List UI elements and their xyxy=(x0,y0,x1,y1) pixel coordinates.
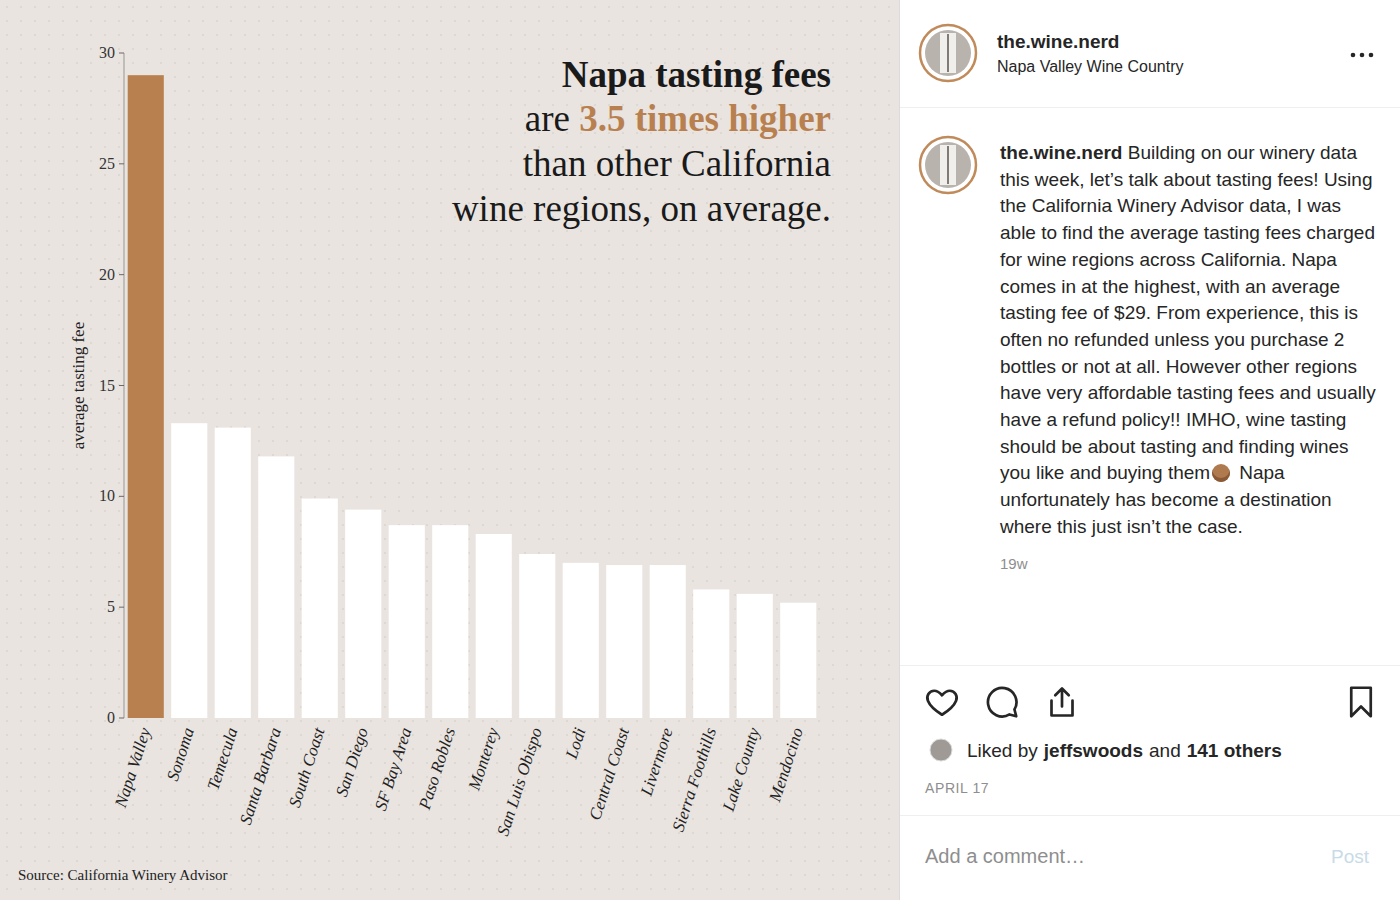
y-tick-label: 15 xyxy=(99,377,115,394)
x-tick-label: San Diego xyxy=(332,725,372,799)
comment-input[interactable]: Add a comment… xyxy=(925,845,1085,867)
subtitle-part: are xyxy=(525,98,579,139)
bar xyxy=(476,534,512,718)
more-dot[interactable] xyxy=(1369,53,1374,58)
more-dot[interactable] xyxy=(1360,53,1365,58)
post-panel: the.wine.nerd Napa Valley Wine Country Lik… xyxy=(899,0,1400,900)
comment-icon-path xyxy=(988,688,1017,717)
bar xyxy=(171,423,207,718)
x-tick-label: Napa Valley xyxy=(111,725,155,811)
y-axis-label: average tasting fee xyxy=(69,322,88,449)
y-tick xyxy=(119,53,124,54)
chart-title: Napa tasting fees xyxy=(562,54,831,95)
x-tick-label: Santa Barbara xyxy=(236,725,285,827)
username: the.wine.nerd xyxy=(997,31,1119,52)
bar xyxy=(650,565,686,718)
x-tick-label: Paso Robles xyxy=(415,725,460,813)
share-icon-path xyxy=(1052,689,1073,716)
avatar-detail xyxy=(940,145,956,185)
y-tick-label: 5 xyxy=(107,598,115,615)
source-note: Source: California Winery Advisor xyxy=(18,867,228,883)
x-tick-label: San Luis Obispo xyxy=(493,725,546,838)
avatar xyxy=(920,137,976,193)
bar xyxy=(737,594,773,718)
y-tick xyxy=(119,496,124,497)
avatar-detail xyxy=(940,33,956,73)
bar xyxy=(215,428,251,718)
x-tick-label: Central Coast xyxy=(585,724,633,822)
x-tick-label: Temecula xyxy=(204,725,242,792)
y-tick-label: 30 xyxy=(99,44,115,61)
share-icon[interactable] xyxy=(1052,689,1073,716)
chart-subtitle-line: than other California xyxy=(523,143,831,184)
y-tick-label: 20 xyxy=(99,266,115,283)
avatar-photo xyxy=(925,142,971,188)
caption-username[interactable]: the.wine.nerd xyxy=(1000,142,1122,163)
post-age: 19w xyxy=(1000,555,1382,573)
chart-subtitle-line: wine regions, on average. xyxy=(452,188,831,229)
likes-prefix: Liked by xyxy=(967,740,1038,761)
bar xyxy=(389,525,425,718)
liker-avatar xyxy=(930,739,952,761)
bar xyxy=(563,563,599,718)
divider xyxy=(900,107,1400,108)
likes-others[interactable]: 141 others xyxy=(1187,740,1282,761)
emoji xyxy=(1212,464,1230,482)
bar xyxy=(345,510,381,718)
comment-icon[interactable] xyxy=(988,688,1017,717)
x-tick-label: Sonoma xyxy=(163,725,198,783)
y-tick xyxy=(119,274,124,275)
x-tick-label: Monterey xyxy=(464,725,502,794)
y-tick xyxy=(119,163,124,164)
like-icon-path xyxy=(927,691,956,715)
divider xyxy=(900,665,1400,666)
chart-panel: 0 5 10 15 20 25 30 average tasting fee Napa Vall… xyxy=(0,0,899,900)
chart-svg: 0 5 10 15 20 25 30 average tasting fee Napa Vall… xyxy=(0,0,899,900)
subtitle-highlight: 3.5 times higher xyxy=(579,98,831,139)
save-icon[interactable] xyxy=(1351,688,1371,717)
more-dot[interactable] xyxy=(1351,53,1356,58)
likes-line: Liked byjeffswoods and 141 others xyxy=(967,740,1282,761)
x-tick-label: Mendocino xyxy=(765,725,807,805)
bar xyxy=(302,499,338,718)
y-tick xyxy=(119,718,124,719)
avatar xyxy=(920,25,976,81)
y-tick xyxy=(119,385,124,386)
caption-text: Building on our winery data this week, l… xyxy=(1000,142,1376,483)
bar xyxy=(258,456,294,718)
like-icon[interactable] xyxy=(927,691,956,715)
y-tick-label: 0 xyxy=(107,709,115,726)
x-tick-label: South Coast xyxy=(285,724,329,810)
avatar-ring xyxy=(920,137,976,193)
avatar-detail xyxy=(947,146,949,184)
likes-user[interactable]: jeffswoods xyxy=(1043,740,1143,761)
bar xyxy=(519,554,555,718)
save-icon-path xyxy=(1351,688,1371,717)
caption: the.wine.nerd Building on our winery dat… xyxy=(1000,140,1382,573)
bar xyxy=(606,565,642,718)
avatar-detail xyxy=(947,34,949,72)
bar xyxy=(128,75,164,718)
likes-joiner: and xyxy=(1149,740,1181,761)
bar xyxy=(693,589,729,718)
x-tick-label: Lake County xyxy=(718,725,763,814)
bar xyxy=(432,525,468,718)
location: Napa Valley Wine Country xyxy=(997,58,1183,75)
y-tick-label: 25 xyxy=(99,155,115,172)
bar xyxy=(780,603,816,718)
y-tick-label: 10 xyxy=(99,487,115,504)
background-dots xyxy=(0,0,899,900)
x-tick-label: Sierra Foothills xyxy=(669,725,721,834)
post-date: APRIL 17 xyxy=(925,780,989,796)
divider xyxy=(900,815,1400,816)
chart-subtitle-line: are 3.5 times higher xyxy=(525,98,831,139)
avatar-ring xyxy=(920,25,976,81)
post-button[interactable]: Post xyxy=(1331,846,1370,867)
x-tick-label: SF Bay Area xyxy=(371,725,416,813)
avatar-photo xyxy=(925,30,971,76)
x-tick-label: Livermore xyxy=(636,725,676,799)
x-tick-label: Lodi xyxy=(562,725,590,762)
y-tick xyxy=(119,607,124,608)
